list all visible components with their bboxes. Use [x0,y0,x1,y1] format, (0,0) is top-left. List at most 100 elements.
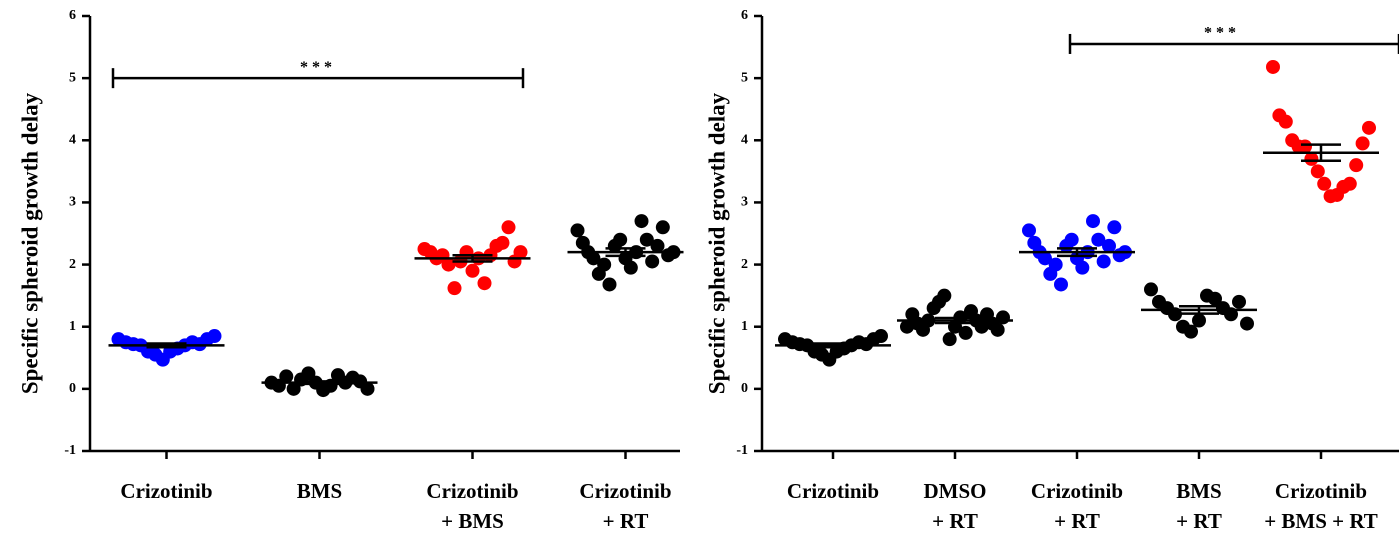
data-point [1064,232,1079,247]
data-point [639,232,654,247]
data-point [1342,176,1357,191]
y-axis-label: Specific spheroid growth delay [704,92,729,394]
y-tick-label: 3 [741,195,748,210]
error-bar [299,380,340,386]
y-tick-label: 3 [69,195,76,210]
significance-label: *** [300,59,336,76]
data-point [1038,251,1052,266]
y-tick-label: 2 [69,257,76,272]
data-point [613,232,628,247]
data-point [645,254,660,269]
data-point [1086,214,1100,229]
data-point [1096,254,1111,269]
data-point [1349,158,1364,173]
data-point [937,288,952,303]
data-point [874,329,888,344]
data-point [900,319,914,334]
data-point [1144,282,1158,297]
x-tick-label: + RT [1054,509,1100,533]
y-tick-label: 6 [69,8,76,23]
data-point [570,223,585,238]
data-point [477,276,492,291]
data-point [1048,257,1063,272]
y-tick-label: 0 [69,381,76,396]
data-point [958,325,973,340]
data-point [360,381,375,396]
data-point [1298,139,1312,154]
x-tick-label: BMS [1176,479,1222,503]
x-tick-label: Crizotinib [787,479,879,503]
data-point [1054,277,1068,292]
data-point [996,310,1010,325]
data-point [974,319,989,334]
x-tick-label: Crizotinib [1031,479,1123,503]
y-tick-label: 4 [69,133,76,148]
data-point [1102,238,1116,253]
y-tick-label: -1 [736,443,748,458]
x-tick-label: + RT [932,509,978,533]
data-point [1192,313,1206,328]
error-bar [605,247,646,258]
x-tick-label: Crizotinib [120,479,212,503]
error-bar [935,316,975,325]
data-point [634,214,649,229]
error-bar [1057,247,1097,258]
x-tick-label: BMS [297,479,343,503]
x-tick-label: + RT [603,509,649,533]
y-tick-label: 0 [741,381,748,396]
data-point [1304,151,1319,166]
data-point [650,238,665,253]
x-tick-label: Crizotinib [579,479,671,503]
data-point [1232,294,1246,309]
data-point [990,322,1005,337]
error-bar [146,342,187,349]
data-point [1184,324,1198,339]
data-point [279,369,294,384]
y-tick-label: 1 [69,319,76,334]
x-tick-label: Crizotinib [426,479,518,503]
y-tick-label: 5 [741,70,748,85]
y-tick-label: 6 [741,8,748,23]
data-point [513,245,528,260]
data-point [1075,260,1090,275]
data-point [942,332,957,347]
error-bar [1301,143,1341,163]
data-point [655,220,670,235]
y-tick-label: -1 [64,443,76,458]
data-point [447,281,462,296]
data-point [1310,164,1325,179]
y-tick-label: 2 [741,257,748,272]
x-tick-label: + BMS + RT [1264,509,1378,533]
data-point [1091,232,1106,247]
x-tick-label: + BMS [441,509,504,533]
data-point [1355,136,1370,151]
data-point [1362,120,1376,135]
data-point [623,260,638,275]
data-point [495,235,510,250]
data-point [1266,59,1280,74]
data-point [441,257,456,272]
x-tick-label: + RT [1176,509,1222,533]
data-point [1278,114,1293,129]
data-point [597,257,612,272]
significance-label: *** [1204,25,1240,42]
x-tick-label: Crizotinib [1275,479,1367,503]
y-tick-label: 5 [69,70,76,85]
error-bar [452,254,493,263]
data-point [465,263,480,278]
x-tick-label: DMSO [924,479,987,503]
data-point [586,251,601,266]
y-tick-label: 4 [741,133,748,148]
y-tick-label: 1 [741,319,748,334]
data-point [602,277,617,292]
data-point [1022,223,1036,238]
error-bar [1179,304,1219,315]
y-axis-label: Specific spheroid growth delay [17,92,42,394]
data-point [1240,316,1254,331]
data-point [1208,291,1222,306]
data-point [207,329,222,344]
error-bar [813,342,853,349]
data-point [1107,220,1122,235]
data-point [501,220,516,235]
